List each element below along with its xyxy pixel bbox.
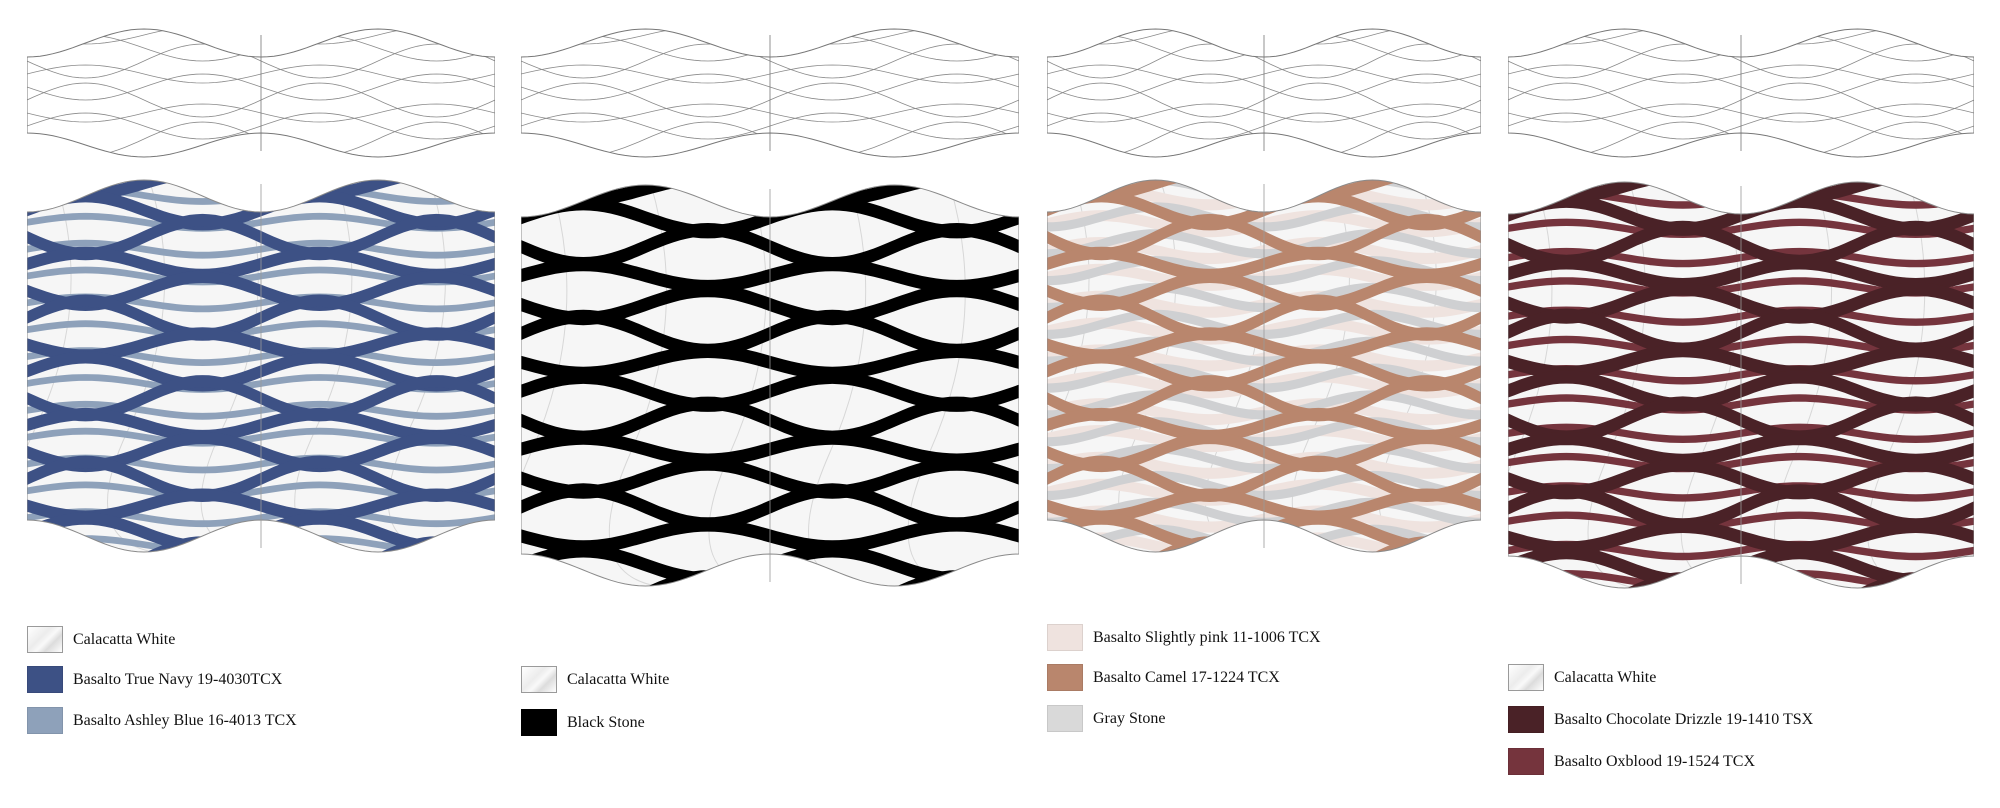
legend-item: Basalto Camel 17-1224 TCX (1047, 664, 1280, 691)
wave-pattern (1508, 181, 1974, 589)
wave-pattern (1047, 179, 1481, 553)
legend-item: Basalto True Navy 19-4030TCX (27, 666, 282, 693)
legend-item: Black Stone (521, 709, 645, 736)
legend-label: Basalto Ashley Blue 16-4013 TCX (73, 711, 297, 729)
swatch-marble (521, 666, 557, 693)
line-drawing (1508, 28, 1974, 158)
swatch-color (1047, 664, 1083, 691)
swatch-color (1508, 748, 1544, 775)
wave-pattern (521, 184, 1019, 587)
swatch-color (1508, 706, 1544, 733)
wave-pattern (27, 179, 495, 553)
swatch-marble (27, 626, 63, 653)
legend-label: Basalto Camel 17-1224 TCX (1093, 668, 1280, 686)
line-drawing (521, 28, 1019, 158)
legend-label: Basalto Chocolate Drizzle 19-1410 TSX (1554, 710, 1814, 728)
legend-item: Basalto Oxblood 19-1524 TCX (1508, 748, 1755, 775)
panel-camel: Basalto Slightly pink 11-1006 TCX Basalt… (1047, 0, 1481, 808)
legend-label: Basalto Slightly pink 11-1006 TCX (1093, 628, 1321, 646)
swatch-color (27, 707, 63, 734)
swatch-color (1047, 705, 1083, 732)
legend-label: Gray Stone (1093, 709, 1166, 727)
legend-label: Basalto Oxblood 19-1524 TCX (1554, 752, 1756, 770)
panel-black: Calacatta White Black Stone (521, 0, 1019, 808)
legend-label: Basalto True Navy 19-4030TCX (73, 670, 283, 688)
swatch-marble (1508, 664, 1544, 691)
legend-item: Gray Stone (1047, 705, 1165, 732)
swatch-color (521, 709, 557, 736)
swatch-color (27, 666, 63, 693)
legend-label: Calacatta White (567, 670, 670, 688)
legend-item: Basalto Slightly pink 11-1006 TCX (1047, 624, 1321, 651)
line-drawing (1047, 28, 1481, 158)
legend-label: Calacatta White (73, 630, 176, 648)
legend-label: Calacatta White (1554, 668, 1657, 686)
panel-navy: Calacatta White Basalto True Navy 19-403… (27, 0, 495, 808)
panel-oxblood: Calacatta White Basalto Chocolate Drizzl… (1508, 0, 1974, 808)
legend-item: Basalto Chocolate Drizzle 19-1410 TSX (1508, 706, 1813, 733)
legend-item: Basalto Ashley Blue 16-4013 TCX (27, 707, 297, 734)
legend-item: Calacatta White (27, 626, 175, 653)
legend-label: Black Stone (567, 713, 645, 731)
legend-item: Calacatta White (521, 666, 669, 693)
line-drawing (27, 28, 495, 158)
legend-item: Calacatta White (1508, 664, 1656, 691)
swatch-color (1047, 624, 1083, 651)
